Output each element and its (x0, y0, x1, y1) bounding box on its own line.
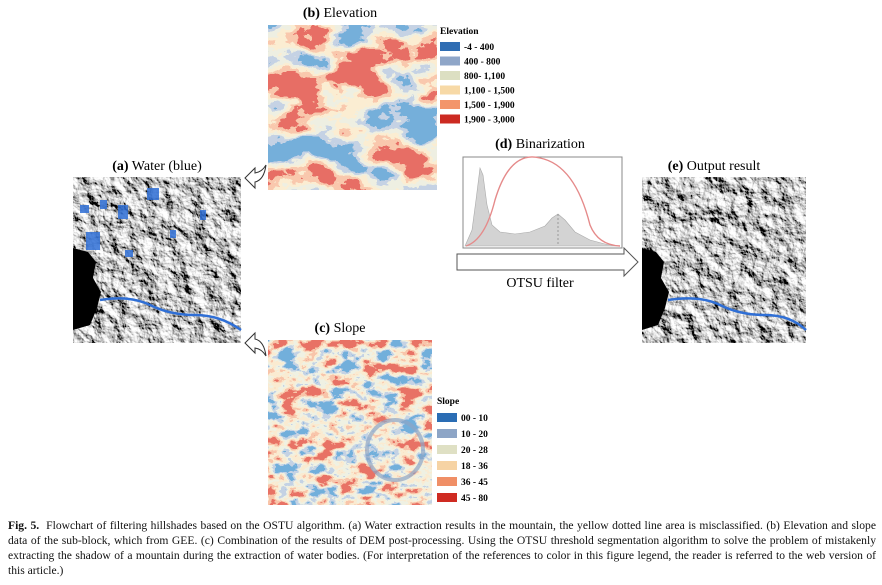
panel-name: Binarization (516, 137, 585, 152)
legend-label: 1,900 - 3,000 (464, 116, 515, 126)
legend-swatch (440, 85, 460, 95)
legend-swatch (437, 413, 457, 422)
legend-label: 20 - 28 (461, 446, 488, 456)
legend-swatch (437, 461, 457, 470)
slope-map (268, 340, 432, 505)
legend-swatch (440, 56, 460, 66)
legend-label: 1,100 - 1,500 (464, 87, 515, 97)
legend-label: 00 - 10 (461, 414, 488, 424)
figure-graphic: (b) Elevation (a) Water (blue) (c) Slope… (73, 6, 807, 505)
water-map (73, 177, 242, 343)
legend-label: 45 - 80 (461, 494, 488, 504)
panel-name: Output result (687, 159, 761, 174)
legend-swatch (437, 429, 457, 438)
panel-name: Slope (334, 321, 366, 336)
caption: Fig. 5. Flowchart of filtering hillshade… (8, 518, 876, 578)
caption-text: Flowchart of filtering hillshades based … (8, 519, 876, 577)
panel-label: (c) (315, 321, 331, 336)
panel-label: (a) (112, 159, 129, 174)
elevation-map (268, 25, 437, 190)
panel-name: Elevation (323, 6, 377, 21)
legend-label: 36 - 45 (461, 478, 488, 488)
panel-title: (b) Elevation (303, 6, 377, 21)
legend-swatch (440, 100, 460, 109)
slope-legend: Slope 00 - 10 10 - 20 20 - 28 18 - 36 36 - 4… (437, 397, 488, 504)
legend-label: 1,500 - 1,900 (464, 101, 515, 111)
arrow (456, 246, 639, 278)
histogram (462, 156, 623, 249)
panel-name: Water (blue) (132, 159, 202, 174)
legend-label: -4 - 400 (464, 43, 494, 53)
filter-label: OTSU filter (506, 276, 574, 291)
legend-label: 10 - 20 (461, 430, 488, 440)
panel-title: (d) Binarization (495, 137, 585, 152)
arrow (244, 331, 267, 357)
panel-title: (a) Water (blue) (112, 159, 202, 174)
panel-label: (b) (303, 6, 320, 21)
arrow (244, 164, 267, 190)
legend-swatch (437, 493, 457, 502)
elevation-legend: Elevation -4 - 400 400 - 800 800- 1,100 1,1… (440, 27, 515, 126)
legend-title: Slope (437, 397, 459, 407)
legend-title: Elevation (440, 27, 479, 37)
legend-label: 800- 1,100 (464, 72, 505, 82)
panel-label: (d) (495, 137, 512, 152)
legend-label: 18 - 36 (461, 462, 488, 472)
legend-label: 400 - 800 (464, 58, 501, 68)
legend-swatch (440, 114, 460, 124)
legend-swatch (440, 42, 460, 51)
panel-title: (e) Output result (668, 159, 761, 174)
output-map (642, 177, 807, 343)
caption-label: Fig. 5. (8, 519, 40, 532)
panel-label: (e) (668, 159, 684, 174)
legend-swatch (440, 71, 460, 80)
panel-title: (c) Slope (315, 321, 366, 336)
legend-swatch (437, 445, 457, 454)
legend-swatch (437, 477, 457, 486)
